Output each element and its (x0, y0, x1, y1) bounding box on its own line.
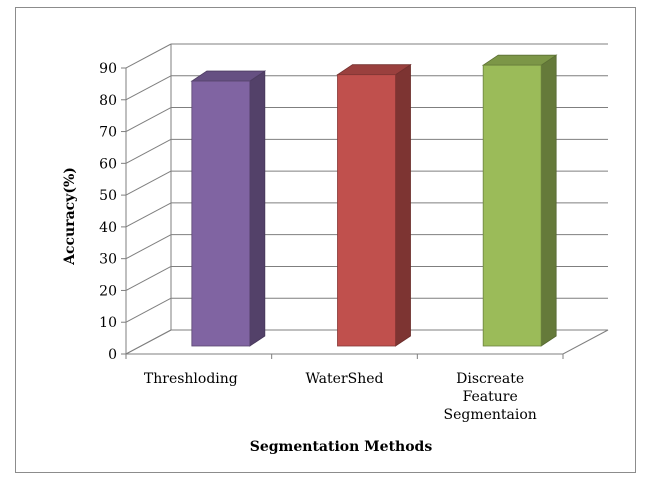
bar-front (482, 64, 542, 347)
side-gridline (125, 107, 172, 132)
y-tick-label: 80 (99, 93, 117, 109)
side-gridline (125, 202, 172, 228)
y-tick-label: 40 (99, 220, 117, 236)
x-category-label: WaterShed (306, 371, 384, 387)
side-gridline (125, 75, 172, 101)
y-tick-label: 30 (99, 252, 117, 268)
bars (190, 54, 558, 347)
x-category-label: Segmentaion (444, 407, 537, 423)
bar-side (249, 70, 266, 347)
x-category-label: Feature (463, 389, 518, 405)
x-category-label: Discreate (456, 371, 524, 387)
y-tick-label: 60 (99, 156, 117, 172)
bar-front (191, 80, 251, 347)
side-gridline (125, 266, 172, 291)
y-tick-label: 20 (99, 283, 117, 299)
x-axis-title: Segmentation Methods (250, 439, 433, 455)
bar-side (395, 63, 411, 347)
y-axis-title: Accuracy(%) (62, 167, 78, 266)
y-tick-label: 50 (99, 188, 117, 204)
axes (121, 44, 609, 359)
y-tick-label: 10 (99, 315, 117, 331)
bar (481, 54, 558, 347)
side-gridline (125, 170, 172, 196)
y-tick-label: 70 (99, 125, 117, 141)
side-gridline (125, 138, 172, 164)
bar (190, 70, 267, 347)
side-gridline (125, 43, 172, 69)
side-gridline (125, 234, 172, 260)
y-tick-label: 90 (99, 61, 117, 77)
bar (336, 63, 412, 347)
x-category-label: Threshloding (144, 371, 238, 387)
bar-front (337, 74, 396, 347)
bar-side (540, 54, 557, 347)
y-tick-label: 0 (108, 347, 117, 363)
side-gridline (125, 297, 172, 323)
labels: 0 10 20 30 40 50 60 70 80 90 Threshloding WaterShed… (99, 61, 537, 423)
